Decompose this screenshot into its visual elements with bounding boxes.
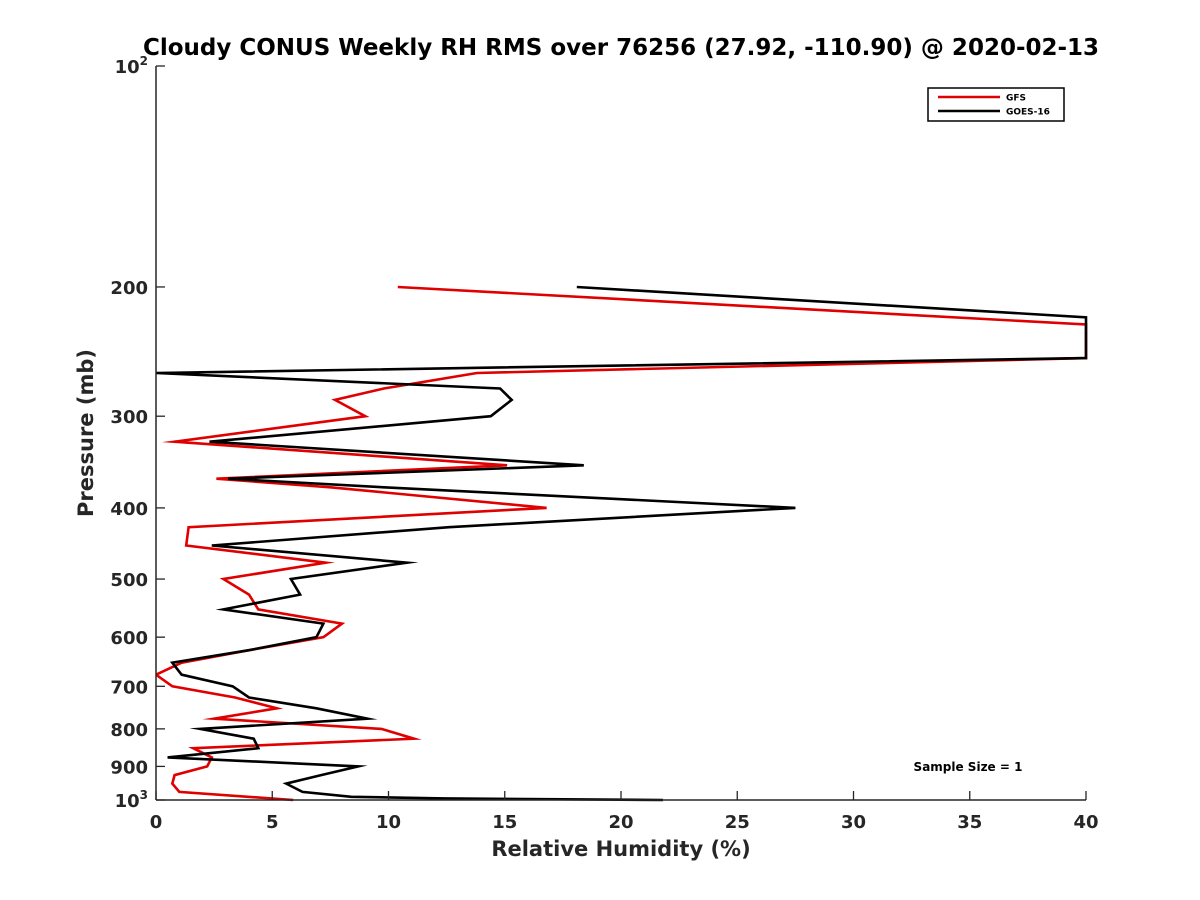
- y-tick-label: 900: [110, 757, 148, 778]
- legend-label-goes-16: GOES-16: [1006, 108, 1050, 118]
- y-tick-label: 600: [110, 628, 148, 649]
- legend-label-gfs: GFS: [1006, 94, 1026, 104]
- y-tick-label: 102: [115, 54, 148, 78]
- y-tick-label: 300: [110, 407, 148, 428]
- x-tick-label: 5: [266, 812, 279, 833]
- x-tick-label: 25: [725, 812, 750, 833]
- x-tick-label: 0: [150, 812, 163, 833]
- series-line-goes-16: [156, 285, 1088, 802]
- chart-title: Cloudy CONUS Weekly RH RMS over 76256 (2…: [143, 35, 1099, 61]
- y-tick-label: 200: [110, 278, 148, 299]
- x-tick-label: 40: [1073, 812, 1098, 833]
- legend-box: [927, 87, 1065, 122]
- legend: GFS GOES-16: [927, 87, 1065, 122]
- y-axis-label: Pressure (mb): [74, 349, 98, 517]
- x-tick-label: 35: [957, 812, 982, 833]
- x-tick-label: 30: [841, 812, 866, 833]
- x-tick-label: 15: [492, 812, 517, 833]
- x-tick-label: 20: [608, 812, 633, 833]
- sample-size-annotation: Sample Size = 1: [914, 760, 1023, 774]
- y-tick-label: 500: [110, 570, 148, 591]
- x-tick-label: 10: [376, 812, 401, 833]
- y-tick-label: 400: [110, 499, 148, 520]
- y-tick-label: 800: [110, 720, 148, 741]
- x-axis-label: Relative Humidity (%): [491, 837, 750, 861]
- series-line-gfs: [156, 285, 1088, 802]
- series-layer: [156, 285, 1088, 802]
- axes-layer: 0 5 10 15 20 25 30 35 40 102 200 300 400 500 600 700 800…: [110, 54, 1098, 833]
- y-tick-label: 700: [110, 677, 148, 698]
- y-tick-label: 103: [115, 788, 148, 812]
